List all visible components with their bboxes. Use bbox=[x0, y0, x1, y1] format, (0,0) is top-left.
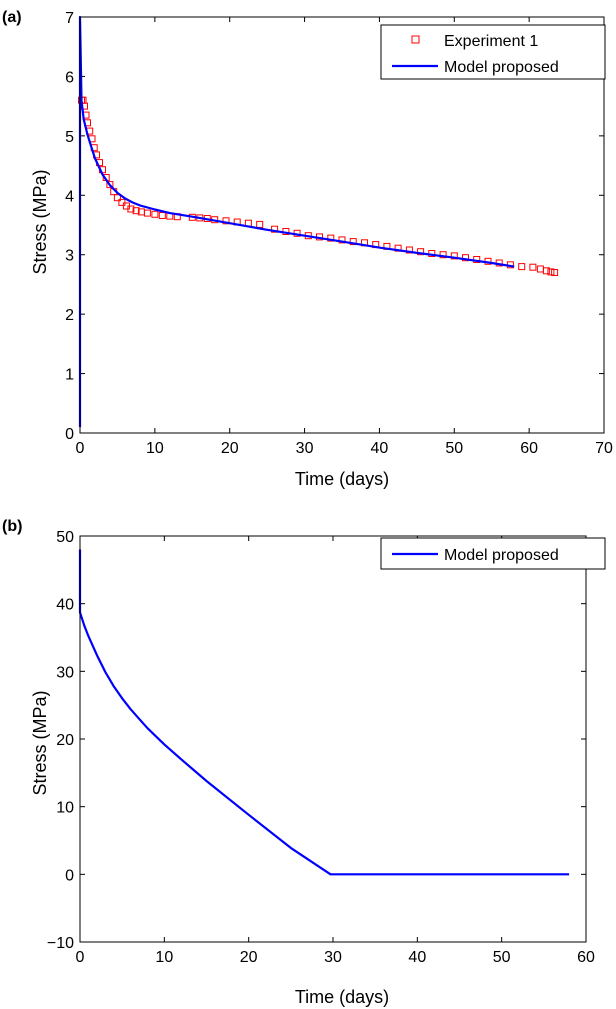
chart-a-marks bbox=[78, 15, 559, 428]
chart-a-y-tick-label: 3 bbox=[65, 248, 74, 265]
chart-a-experiment-point bbox=[327, 234, 335, 242]
chart-b-y-tick-label: 20 bbox=[56, 732, 74, 749]
chart-a-legend-label-model: Model proposed bbox=[444, 59, 559, 76]
chart-b-legend: Model proposed bbox=[380, 537, 606, 570]
chart-b-plot-frame bbox=[79, 535, 587, 943]
chart-a-panel-label: (a) bbox=[2, 9, 22, 26]
chart-a-experiment-point bbox=[547, 268, 555, 276]
chart-a-experiment-point bbox=[338, 236, 346, 244]
chart-a-experiment-point bbox=[349, 238, 357, 246]
chart-a-y-tick-label: 0 bbox=[65, 426, 74, 443]
chart-a-experiment-point bbox=[143, 209, 151, 217]
chart-a-experiment-point bbox=[271, 225, 279, 233]
chart-a-experiment-point bbox=[132, 207, 140, 215]
chart-a-experiment-point bbox=[405, 246, 413, 254]
chart-a-experiment-point bbox=[551, 269, 559, 276]
chart-a-experiment-point bbox=[256, 220, 264, 228]
chart-b-x-tick-label: 0 bbox=[76, 949, 85, 966]
chart-b-x-tick-label: 50 bbox=[493, 949, 511, 966]
chart-b-x-axis-label: Time (days) bbox=[295, 987, 389, 1007]
chart-b-y-tick-label: 10 bbox=[56, 800, 74, 817]
chart-b-y-axis-label: Stress (MPa) bbox=[30, 690, 50, 795]
chart-a-ticks: 0 10 20 30 40 50 60 70 0 1 2 3 4 5 6 7 bbox=[65, 10, 613, 457]
chart-b-x-tick-label: 20 bbox=[240, 949, 258, 966]
chart-a-series-model-line bbox=[78, 15, 515, 428]
chart-a-x-tick-label: 20 bbox=[221, 440, 239, 457]
chart-a-experiment-point bbox=[158, 212, 166, 219]
chart-a-experiment-point bbox=[106, 181, 114, 189]
chart-a-legend: Experiment 1 Model proposed bbox=[380, 24, 606, 80]
chart-a-y-axis-label: Stress (MPa) bbox=[30, 169, 50, 274]
chart-b-y-tick-label: 40 bbox=[56, 597, 74, 614]
chart-a-y-tick-label: 4 bbox=[65, 188, 74, 205]
chart-a-experiment-point bbox=[118, 198, 126, 206]
chart-a-experiment-point bbox=[529, 263, 537, 271]
chart-a-legend-marker-experiment bbox=[411, 35, 420, 44]
chart-a-legend-box bbox=[380, 24, 606, 80]
chart-a-experiment-point bbox=[518, 263, 526, 271]
chart-a-x-tick-label: 30 bbox=[296, 440, 314, 457]
chart-a-experiment-point bbox=[462, 254, 469, 262]
chart-b: (b) Stress (MPa) Time (days) 0 10 20 30 40 50… bbox=[2, 518, 606, 1007]
chart-a-y-tick-label: 7 bbox=[65, 10, 74, 27]
chart-b-x-tick-label: 60 bbox=[577, 949, 595, 966]
chart-a-experiment-point bbox=[127, 205, 135, 213]
chart-a-experiment-point bbox=[417, 248, 425, 256]
chart-a-experiment-point bbox=[113, 194, 121, 202]
chart-a-x-tick-label: 50 bbox=[445, 440, 463, 457]
chart-a-experiment-point bbox=[151, 210, 159, 218]
chart-b-legend-label-model: Model proposed bbox=[444, 547, 559, 564]
chart-a-experiment-point bbox=[450, 252, 458, 260]
chart-b-y-tick-label: 50 bbox=[56, 529, 74, 546]
chart-a-x-tick-label: 0 bbox=[76, 440, 85, 457]
chart-b-marks bbox=[78, 549, 570, 876]
chart-b-y-tick-label: 0 bbox=[65, 867, 74, 884]
chart-a-x-tick-label: 70 bbox=[595, 440, 613, 457]
chart-a: (a) Stress (MPa) Time (days) 0 10 20 30 40 50… bbox=[2, 9, 613, 489]
chart-a-x-tick-label: 40 bbox=[371, 440, 389, 457]
chart-a-y-tick-label: 6 bbox=[65, 69, 74, 86]
chart-a-y-tick-label: 5 bbox=[65, 129, 74, 146]
chart-b-series-model-line bbox=[78, 549, 570, 876]
chart-a-x-tick-label: 10 bbox=[146, 440, 164, 457]
chart-b-x-tick-label: 40 bbox=[408, 949, 426, 966]
chart-a-legend-label-experiment: Experiment 1 bbox=[444, 33, 538, 50]
chart-b-x-tick-label: 30 bbox=[324, 949, 342, 966]
chart-a-x-axis-label: Time (days) bbox=[295, 469, 389, 489]
chart-a-y-tick-label: 1 bbox=[65, 367, 74, 384]
chart-a-experiment-point bbox=[439, 251, 447, 259]
chart-a-y-tick-label: 2 bbox=[65, 307, 74, 324]
chart-a-experiment-point bbox=[542, 267, 550, 275]
chart-b-y-tick-label: 30 bbox=[56, 664, 74, 681]
chart-a-plot-frame bbox=[79, 16, 605, 434]
chart-a-experiment-point bbox=[222, 217, 230, 225]
chart-a-x-tick-label: 60 bbox=[520, 440, 538, 457]
chart-b-y-tick-label: −10 bbox=[47, 935, 74, 952]
chart-b-x-tick-label: 10 bbox=[155, 949, 173, 966]
chart-b-panel-label: (b) bbox=[2, 518, 22, 535]
chart-a-experiment-point bbox=[536, 265, 544, 273]
